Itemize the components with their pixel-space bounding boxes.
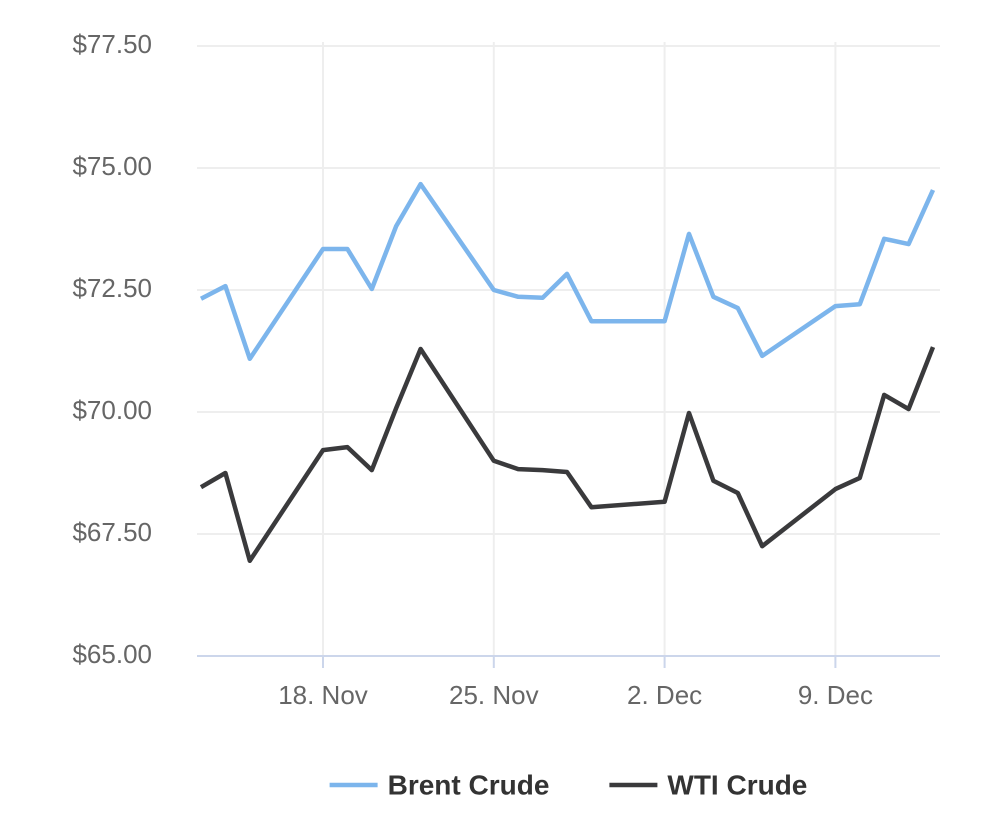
x-tick-label: 25. Nov <box>449 680 539 710</box>
x-tick-label: 2. Dec <box>627 680 702 710</box>
legend-label: WTI Crude <box>667 769 807 800</box>
y-tick-label: $67.50 <box>72 517 152 547</box>
y-tick-label: $65.00 <box>72 639 152 669</box>
series-line <box>199 181 936 362</box>
y-tick-label: $72.50 <box>72 273 152 303</box>
x-tick-label: 18. Nov <box>278 680 368 710</box>
y-tick-label: $77.50 <box>72 29 152 59</box>
series-line <box>199 346 936 564</box>
y-tick-label: $75.00 <box>72 151 152 181</box>
legend-label: Brent Crude <box>388 769 550 800</box>
x-tick-label: 9. Dec <box>798 680 873 710</box>
y-tick-label: $70.00 <box>72 395 152 425</box>
